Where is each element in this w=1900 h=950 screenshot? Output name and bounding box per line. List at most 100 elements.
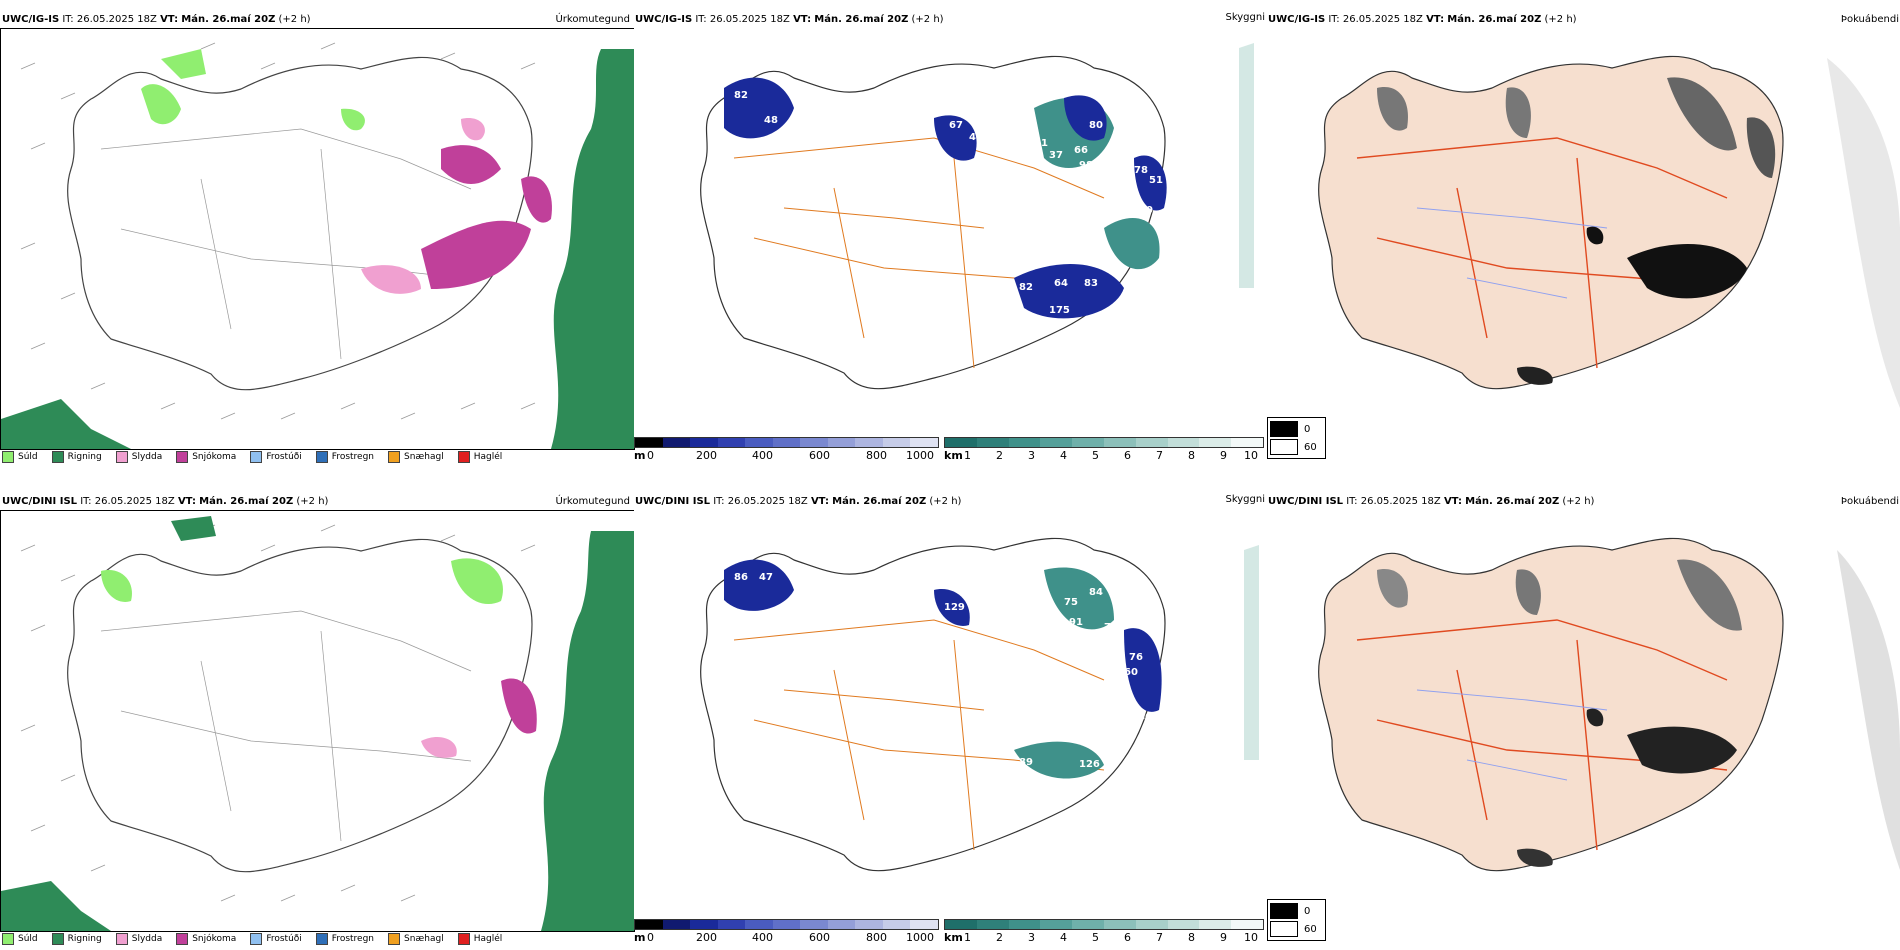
init-time: IT: 26.05.2025 18Z <box>1328 14 1423 25</box>
ceiling-tick: 800 <box>866 449 887 462</box>
precip-type-map <box>0 28 635 450</box>
model-name: UWC/IG-IS <box>1268 14 1326 25</box>
model-name: UWC/DINI ISL <box>1268 496 1344 507</box>
ceiling-label: 129 <box>944 602 965 613</box>
visibility-title: Skyggni <box>1225 12 1265 23</box>
ceiling-colorbar: m 0 200 400 600 800 1000 <box>634 919 939 944</box>
ceiling-tick: 400 <box>752 931 773 944</box>
valid-time: Mán. 26.maí 20Z <box>181 14 276 25</box>
visibility-tick: 5 <box>1092 931 1099 944</box>
visibility-tick: 10 <box>1244 931 1258 944</box>
init-time: IT: 26.05.2025 18Z <box>1346 496 1441 507</box>
legend-item: Haglél <box>457 451 502 463</box>
visibility-tick: 4 <box>1060 931 1067 944</box>
precip-type-panel-top: UWC/IG-IS IT: 26.05.2025 18Z VT: Mán. 26… <box>0 12 635 464</box>
visibility-tick: 2 <box>996 931 1003 944</box>
lead-time: (+2 h) <box>278 14 311 25</box>
ceiling-label: 83 <box>1084 278 1098 289</box>
model-name: UWC/IG-IS <box>635 14 693 25</box>
precip-type-legend: Súld Rigning Slydda Snjókoma Frostúði Fr… <box>2 930 502 946</box>
ceiling-label: 89 <box>1019 757 1033 768</box>
ceiling-tick: 600 <box>809 931 830 944</box>
visibility-tick: 2 <box>996 449 1003 462</box>
valid-time-label: VT: <box>810 496 829 507</box>
legend-item: Haglél <box>457 933 502 945</box>
valid-time: Mán. 26.maí 20Z <box>199 496 294 507</box>
fog-index-map <box>1267 28 1900 448</box>
legend-item: Snæhagl <box>388 933 444 945</box>
valid-time-label: VT: <box>177 496 196 507</box>
ceiling-label: 75 <box>1064 597 1078 608</box>
model-name: UWC/IG-IS <box>2 14 60 25</box>
ceiling-label: 60 <box>1124 667 1138 678</box>
visibility-tick: 6 <box>1124 931 1131 944</box>
ceiling-label: 82 <box>1019 282 1033 293</box>
ceiling-label: 82 <box>734 90 748 101</box>
precip-type-title: Úrkomutegund <box>555 14 630 25</box>
ceiling-tick: 200 <box>696 449 717 462</box>
visibility-colorbar-strip <box>944 437 1264 448</box>
ceiling-tick: 200 <box>696 931 717 944</box>
ceiling-label: 37 <box>1049 150 1063 161</box>
visibility-tick: 1 <box>964 931 971 944</box>
ceiling-label: 91 <box>1069 617 1083 628</box>
legend-item: Snjókoma <box>176 933 236 945</box>
ceiling-label: 86 <box>734 572 748 583</box>
legend-item: Frostúði <box>250 933 302 945</box>
fog-index-panel-top: UWC/IG-IS IT: 26.05.2025 18Z VT: Mán. 26… <box>1267 12 1900 464</box>
ceiling-label: 51 <box>1149 175 1163 186</box>
precip-type-title: Úrkomutegund <box>555 496 630 507</box>
valid-time-label: VT: <box>1426 14 1445 25</box>
ceiling-label: 47 <box>759 572 773 583</box>
ceiling-unit: m <box>634 931 646 944</box>
ceiling-label: 84 <box>1089 587 1103 598</box>
ceiling-tick: 600 <box>809 449 830 462</box>
fog-title: Þokuábendi <box>1840 14 1899 25</box>
valid-time-label: VT: <box>793 14 812 25</box>
valid-time: Mán. 26.maí 20Z <box>1465 496 1560 507</box>
ceiling-label: 126 <box>1079 759 1100 770</box>
fog-title: Þokuábendi <box>1840 496 1899 507</box>
visibility-tick: 6 <box>1124 449 1131 462</box>
ceiling-label: 50 <box>1139 205 1153 216</box>
ceiling-tick: 800 <box>866 931 887 944</box>
ceiling-label: 64 <box>1054 278 1068 289</box>
ceiling-label: 98 <box>1079 160 1093 171</box>
ceiling-label: 80 <box>1089 120 1103 131</box>
valid-time-label: VT: <box>1443 496 1462 507</box>
valid-time-label: VT: <box>160 14 179 25</box>
ceiling-label: 146 <box>1131 712 1152 723</box>
ceiling-tick: 1000 <box>906 449 934 462</box>
iceland-outline <box>1318 537 1784 872</box>
precip-type-map <box>0 510 635 932</box>
fog-scale-item: 0 <box>1270 902 1317 920</box>
legend-item: Slydda <box>115 451 162 463</box>
legend-item: Frostregn <box>315 451 374 463</box>
ceiling-visibility-panel-top: UWC/IG-IS IT: 26.05.2025 18Z VT: Mán. 26… <box>634 12 1267 464</box>
ceiling-label: 66 <box>1074 145 1088 156</box>
legend-item: Frostregn <box>315 933 374 945</box>
fog-scale-legend: 0 60 <box>1267 417 1326 459</box>
ceiling-label: 72 <box>1104 622 1118 633</box>
ceiling-colorbar-strip <box>634 437 939 448</box>
fog-index-panel-bottom: UWC/DINI ISL IT: 26.05.2025 18Z VT: Mán.… <box>1267 494 1900 946</box>
init-time: IT: 26.05.2025 18Z <box>713 496 808 507</box>
legend-item: Snæhagl <box>388 451 444 463</box>
visibility-colorbar-strip <box>944 919 1264 930</box>
ceiling-tick: 400 <box>752 449 773 462</box>
ceiling-tick: 1000 <box>906 931 934 944</box>
ceiling-label: 175 <box>1049 305 1070 316</box>
precip-type-legend: Súld Rigning Slydda Snjókoma Frostúði Fr… <box>2 448 502 464</box>
panel-header: UWC/DINI ISL IT: 26.05.2025 18Z VT: Mán.… <box>635 494 961 510</box>
ceiling-unit: m <box>634 449 646 462</box>
visibility-tick: 1 <box>964 449 971 462</box>
ceiling-tick: 0 <box>647 931 654 944</box>
ceiling-label: 48 <box>764 115 778 126</box>
iceland-outline <box>1318 55 1784 390</box>
model-name: UWC/DINI ISL <box>2 496 78 507</box>
fog-scale-item: 0 <box>1270 420 1317 438</box>
ceiling-colorbar-strip <box>634 919 939 930</box>
ceiling-label: 78 <box>1134 165 1148 176</box>
init-time: IT: 26.05.2025 18Z <box>62 14 157 25</box>
visibility-tick: 4 <box>1060 449 1067 462</box>
